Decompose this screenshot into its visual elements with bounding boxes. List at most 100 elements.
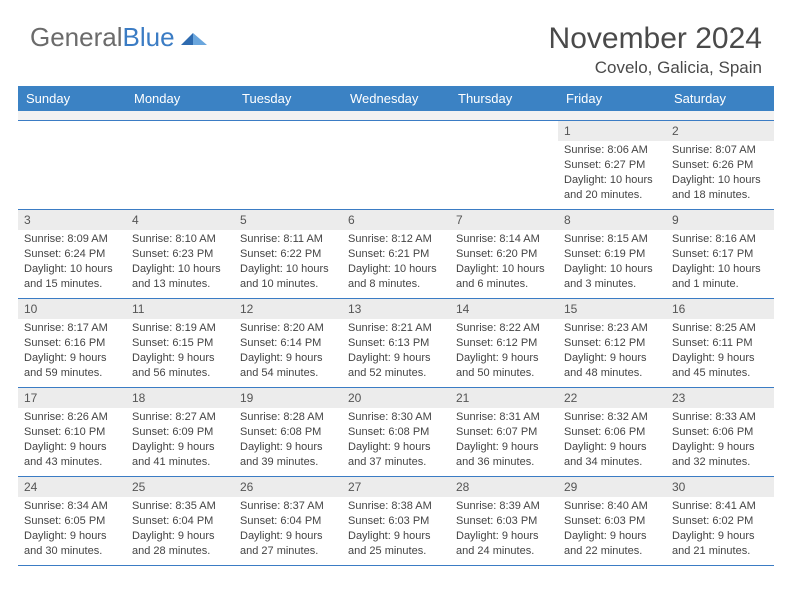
- calendar-cell: 22Sunrise: 8:32 AMSunset: 6:06 PMDayligh…: [558, 388, 666, 476]
- cell-line: and 52 minutes.: [348, 366, 444, 381]
- cell-line: Sunrise: 8:07 AM: [672, 143, 768, 158]
- calendar-cell: 20Sunrise: 8:30 AMSunset: 6:08 PMDayligh…: [342, 388, 450, 476]
- calendar-cell: 4Sunrise: 8:10 AMSunset: 6:23 PMDaylight…: [126, 210, 234, 298]
- cell-line: Sunrise: 8:15 AM: [564, 232, 660, 247]
- cell-line: Sunrise: 8:11 AM: [240, 232, 336, 247]
- cell-line: Daylight: 10 hours: [672, 262, 768, 277]
- cell-line: Sunset: 6:15 PM: [132, 336, 228, 351]
- cell-line: Sunset: 6:09 PM: [132, 425, 228, 440]
- cell-line: Sunrise: 8:26 AM: [24, 410, 120, 425]
- cell-line: Sunset: 6:14 PM: [240, 336, 336, 351]
- cell-line: Sunrise: 8:17 AM: [24, 321, 120, 336]
- cell-line: and 13 minutes.: [132, 277, 228, 292]
- day-number: 4: [126, 210, 234, 230]
- cell-line: Daylight: 9 hours: [24, 440, 120, 455]
- cell-line: Sunrise: 8:39 AM: [456, 499, 552, 514]
- cell-line: Sunset: 6:06 PM: [564, 425, 660, 440]
- day-number: 23: [666, 388, 774, 408]
- day-header: Thursday: [450, 86, 558, 111]
- calendar-week: 1Sunrise: 8:06 AMSunset: 6:27 PMDaylight…: [18, 121, 774, 210]
- logo-text-1: General: [30, 22, 123, 53]
- cell-line: and 15 minutes.: [24, 277, 120, 292]
- calendar-cell: [234, 121, 342, 209]
- cell-line: Sunset: 6:20 PM: [456, 247, 552, 262]
- day-number: 18: [126, 388, 234, 408]
- cell-line: Sunrise: 8:12 AM: [348, 232, 444, 247]
- cell-line: Daylight: 9 hours: [672, 440, 768, 455]
- calendar-cell: 27Sunrise: 8:38 AMSunset: 6:03 PMDayligh…: [342, 477, 450, 565]
- day-number: 3: [18, 210, 126, 230]
- cell-line: Sunrise: 8:28 AM: [240, 410, 336, 425]
- cell-line: Sunset: 6:12 PM: [456, 336, 552, 351]
- title-block: November 2024 Covelo, Galicia, Spain: [549, 22, 762, 78]
- cell-line: Sunset: 6:06 PM: [672, 425, 768, 440]
- calendar-cell: 26Sunrise: 8:37 AMSunset: 6:04 PMDayligh…: [234, 477, 342, 565]
- cell-line: Sunset: 6:03 PM: [564, 514, 660, 529]
- day-number: 10: [18, 299, 126, 319]
- cell-line: Sunrise: 8:16 AM: [672, 232, 768, 247]
- calendar-cell: 1Sunrise: 8:06 AMSunset: 6:27 PMDaylight…: [558, 121, 666, 209]
- cell-line: Daylight: 9 hours: [456, 529, 552, 544]
- day-number: 7: [450, 210, 558, 230]
- day-number: 30: [666, 477, 774, 497]
- calendar-cell: 7Sunrise: 8:14 AMSunset: 6:20 PMDaylight…: [450, 210, 558, 298]
- cell-line: Sunset: 6:08 PM: [348, 425, 444, 440]
- calendar-cell: 9Sunrise: 8:16 AMSunset: 6:17 PMDaylight…: [666, 210, 774, 298]
- cell-line: Daylight: 9 hours: [24, 351, 120, 366]
- cell-line: Daylight: 9 hours: [240, 351, 336, 366]
- cell-line: Sunrise: 8:21 AM: [348, 321, 444, 336]
- cell-line: Sunset: 6:21 PM: [348, 247, 444, 262]
- cell-line: Daylight: 10 hours: [564, 262, 660, 277]
- calendar-cell: 13Sunrise: 8:21 AMSunset: 6:13 PMDayligh…: [342, 299, 450, 387]
- cell-line: Sunset: 6:26 PM: [672, 158, 768, 173]
- day-number: 27: [342, 477, 450, 497]
- day-number: 13: [342, 299, 450, 319]
- day-number: 21: [450, 388, 558, 408]
- cell-line: and 10 minutes.: [240, 277, 336, 292]
- cell-line: Sunset: 6:17 PM: [672, 247, 768, 262]
- day-number: 5: [234, 210, 342, 230]
- cell-line: Daylight: 9 hours: [132, 351, 228, 366]
- cell-line: and 20 minutes.: [564, 188, 660, 203]
- cell-line: Daylight: 9 hours: [564, 351, 660, 366]
- cell-line: Daylight: 10 hours: [564, 173, 660, 188]
- cell-line: and 30 minutes.: [24, 544, 120, 559]
- cell-line: Daylight: 9 hours: [348, 351, 444, 366]
- cell-line: and 37 minutes.: [348, 455, 444, 470]
- cell-line: Daylight: 10 hours: [348, 262, 444, 277]
- calendar-cell: [342, 121, 450, 209]
- logo-icon: [179, 27, 209, 49]
- cell-line: Daylight: 9 hours: [240, 529, 336, 544]
- calendar-cell: 15Sunrise: 8:23 AMSunset: 6:12 PMDayligh…: [558, 299, 666, 387]
- cell-line: Daylight: 9 hours: [348, 440, 444, 455]
- cell-line: and 56 minutes.: [132, 366, 228, 381]
- cell-line: Sunrise: 8:25 AM: [672, 321, 768, 336]
- calendar-cell: [18, 121, 126, 209]
- day-number: 24: [18, 477, 126, 497]
- calendar-cell: 12Sunrise: 8:20 AMSunset: 6:14 PMDayligh…: [234, 299, 342, 387]
- cell-line: and 18 minutes.: [672, 188, 768, 203]
- cell-line: Daylight: 9 hours: [240, 440, 336, 455]
- calendar-cell: 11Sunrise: 8:19 AMSunset: 6:15 PMDayligh…: [126, 299, 234, 387]
- cell-line: and 6 minutes.: [456, 277, 552, 292]
- cell-line: and 50 minutes.: [456, 366, 552, 381]
- calendar-cell: 24Sunrise: 8:34 AMSunset: 6:05 PMDayligh…: [18, 477, 126, 565]
- cell-line: Sunset: 6:27 PM: [564, 158, 660, 173]
- cell-line: and 1 minute.: [672, 277, 768, 292]
- cell-line: Sunrise: 8:38 AM: [348, 499, 444, 514]
- day-header: Saturday: [666, 86, 774, 111]
- cell-line: Daylight: 10 hours: [456, 262, 552, 277]
- cell-line: Sunset: 6:04 PM: [132, 514, 228, 529]
- calendar-cell: 10Sunrise: 8:17 AMSunset: 6:16 PMDayligh…: [18, 299, 126, 387]
- calendar-cell: 19Sunrise: 8:28 AMSunset: 6:08 PMDayligh…: [234, 388, 342, 476]
- cell-line: Daylight: 9 hours: [132, 440, 228, 455]
- header: GeneralBlue November 2024 Covelo, Galici…: [0, 0, 792, 86]
- cell-line: Sunrise: 8:22 AM: [456, 321, 552, 336]
- page-title: November 2024: [549, 22, 762, 56]
- cell-line: Daylight: 10 hours: [24, 262, 120, 277]
- calendar-cell: 30Sunrise: 8:41 AMSunset: 6:02 PMDayligh…: [666, 477, 774, 565]
- cell-line: Daylight: 10 hours: [132, 262, 228, 277]
- cell-line: Sunrise: 8:06 AM: [564, 143, 660, 158]
- day-number: 12: [234, 299, 342, 319]
- cell-line: Sunrise: 8:41 AM: [672, 499, 768, 514]
